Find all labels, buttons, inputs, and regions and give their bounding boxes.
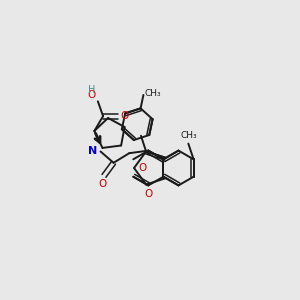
Text: O: O: [139, 163, 147, 173]
Text: CH₃: CH₃: [145, 89, 162, 98]
Text: O: O: [120, 111, 128, 121]
Text: CH₃: CH₃: [180, 131, 197, 140]
Text: O: O: [144, 189, 152, 199]
Text: O: O: [98, 179, 106, 189]
Text: N: N: [88, 146, 98, 156]
Text: O: O: [88, 90, 96, 100]
Text: H: H: [88, 85, 96, 95]
